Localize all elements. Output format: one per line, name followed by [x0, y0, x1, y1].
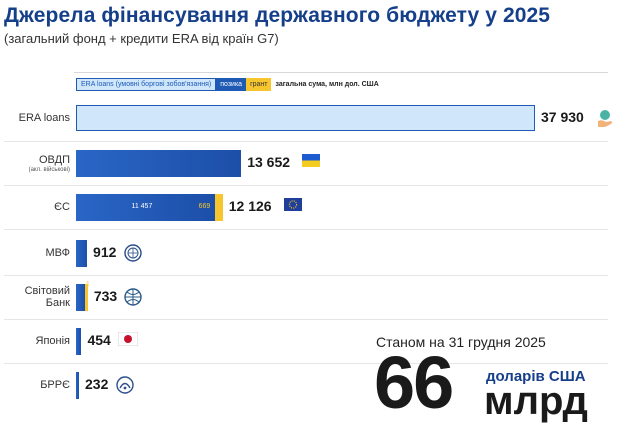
inbar-grant-value: 1	[85, 280, 90, 288]
total-value: 12 126	[228, 198, 272, 214]
inbar-grant-value: 669	[198, 203, 211, 210]
top-rule	[74, 72, 608, 73]
ebrd-logo-icon	[115, 376, 134, 399]
bar-era	[76, 105, 535, 131]
category-name: БРРЄ	[40, 379, 70, 391]
total-value: 912	[93, 244, 117, 260]
category-label: МВФ	[4, 247, 71, 259]
category-label: Світовий Банк	[4, 285, 70, 309]
world-bank-logo-icon	[124, 288, 143, 311]
category-label: ERA loans	[4, 112, 70, 124]
bar-loan	[76, 239, 88, 267]
bar-loan	[76, 371, 79, 399]
category-sublabel: (акл. військові)	[28, 167, 70, 173]
summary-value: 66	[374, 341, 454, 424]
total-value: 232	[85, 376, 109, 392]
category-name: ERA loans	[18, 112, 70, 124]
category-name: ОВДП	[38, 154, 70, 166]
row-separator	[4, 363, 608, 364]
bar-loan	[76, 327, 82, 355]
inbar-loan-value: 11 457	[131, 203, 153, 210]
total-value: 37 930	[541, 109, 584, 125]
chart-subtitle: (загальний фонд + кредити ERA від країн …	[4, 31, 279, 46]
category-label: БРРЄ	[4, 379, 70, 391]
category-name: ЄС	[54, 201, 70, 213]
category-label: Японія	[4, 335, 71, 347]
category-name: Японія	[35, 335, 71, 347]
hand-money-icon	[596, 109, 614, 134]
row-separator	[4, 275, 608, 276]
legend: ERA loans (умовні боргові зобов'язання) …	[76, 78, 379, 91]
total-value: 454	[87, 332, 111, 348]
bar-grant	[214, 193, 223, 221]
total-value: 13 652	[247, 154, 291, 170]
bar-grant	[84, 283, 88, 311]
imf-logo-icon	[123, 244, 142, 267]
category-name: Світовий Банк	[24, 285, 70, 309]
bar-loan	[76, 149, 242, 177]
japan-flag-icon	[117, 331, 139, 351]
row-separator	[4, 185, 608, 186]
chart-title: Джерела фінансування державного бюджету …	[4, 4, 551, 27]
row-separator	[4, 319, 608, 320]
category-label: ОВДП (акл. військові)	[4, 154, 70, 174]
category-name: МВФ	[45, 247, 71, 259]
legend-total-unit: загальна сума, млн дол. США	[275, 81, 379, 88]
total-value: 733	[93, 288, 118, 304]
summary-unit: доларів США	[486, 368, 586, 385]
category-label: ЄС	[4, 201, 70, 213]
eu-flag-icon	[283, 198, 302, 216]
summary-scale: млрд	[484, 379, 588, 423]
bar-loan	[76, 283, 85, 311]
row-separator	[4, 141, 608, 142]
row-separator	[4, 229, 608, 230]
legend-era: ERA loans (умовні боргові зобов'язання)	[76, 78, 217, 91]
legend-loan: позика	[216, 78, 247, 91]
ukraine-flag-icon	[302, 154, 321, 172]
summary-caption: Станом на 31 грудня 2025	[376, 334, 546, 350]
bar-loan	[76, 193, 215, 221]
legend-grant: грант	[246, 78, 272, 91]
